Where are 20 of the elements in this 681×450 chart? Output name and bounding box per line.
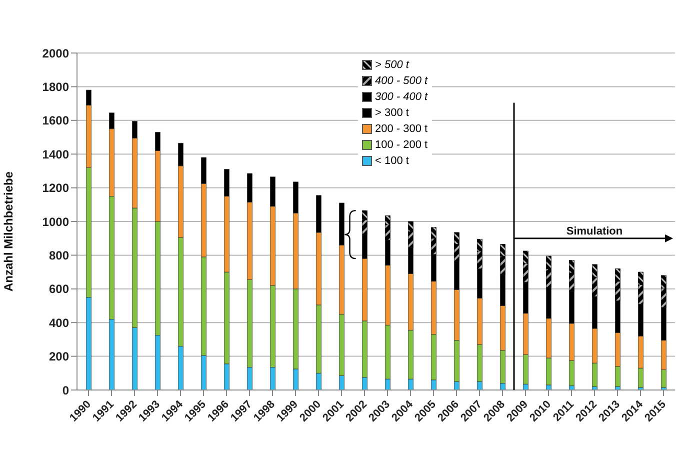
annotation: Simulation — [566, 225, 623, 238]
y-tick-label: 1200 — [42, 181, 70, 196]
y-tick-label: 800 — [48, 248, 70, 262]
y-tick-label: 1000 — [42, 214, 70, 229]
y-axis-title: Anzahl Milchbetriebe — [1, 171, 16, 292]
legend-label: 300 - 400 t — [375, 91, 428, 103]
legend-label: 100 - 200 t — [375, 139, 428, 151]
y-tick-label: 400 — [48, 316, 70, 330]
legend-label: 400 - 500 t — [375, 75, 428, 87]
legend-label: > 500 t — [375, 59, 409, 71]
y-tick-label: 1800 — [42, 80, 70, 94]
y-tick-label: 200 — [48, 350, 70, 364]
legend-label: > 300 t — [375, 107, 409, 119]
legend-label: 200 - 300 t — [375, 123, 428, 135]
y-tick-label: 1400 — [42, 147, 70, 162]
y-tick-label: 1600 — [42, 114, 70, 128]
y-tick-label: 0 — [62, 383, 70, 398]
y-tick-label: 600 — [48, 282, 70, 296]
y-tick-label: 2000 — [42, 46, 70, 60]
legend-label: < 100 t — [375, 155, 409, 167]
